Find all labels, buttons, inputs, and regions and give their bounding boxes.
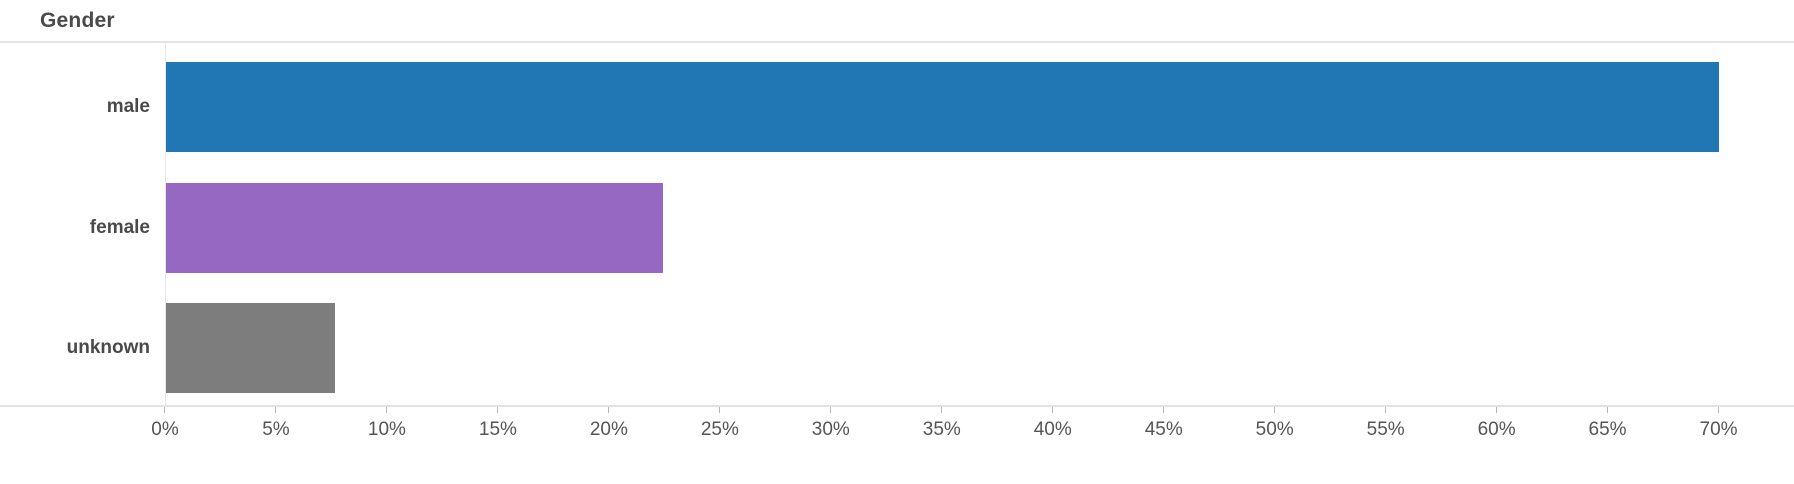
- x-axis-ticks: 0% 5% 10% 15% 20% 25% 30% 35% 40% 45% 50% 55% 60% 65%…: [151, 407, 1794, 484]
- category-label-female[interactable]: female: [89, 216, 150, 238]
- category-label-unknown[interactable]: unknown: [66, 337, 150, 359]
- category-label-male[interactable]: male: [106, 96, 150, 117]
- x-axis: 0% 5% 10% 15% 20% 25% 30% 35% 40% 45% 50% 55% 60% 65%…: [0, 405, 1794, 484]
- bar-row-unknown: unknown: [0, 284, 1794, 406]
- tick-label: 15%: [478, 419, 517, 440]
- tick-label: 30%: [811, 419, 850, 440]
- tick-label: 55%: [1366, 419, 1405, 440]
- tick-label: 65%: [1588, 419, 1627, 440]
- tick-label: 35%: [922, 419, 961, 440]
- bar-track-male: [165, 43, 1794, 164]
- tick-mark: [1717, 407, 1719, 413]
- bar-track-female: [165, 163, 1794, 285]
- bar-unknown[interactable]: [166, 303, 335, 394]
- tick-mark: [1384, 407, 1386, 413]
- tick-mark: [274, 407, 276, 413]
- bar-female[interactable]: [166, 182, 663, 273]
- tick-mark: [385, 407, 387, 413]
- plot-area: male female unknown: [0, 43, 1794, 406]
- tick-label: 20%: [589, 419, 628, 440]
- tick-label: 25%: [700, 419, 739, 440]
- tick-mark: [607, 407, 609, 413]
- tick-mark: [718, 407, 720, 413]
- tick-mark: [164, 407, 165, 413]
- tick-mark: [496, 407, 498, 413]
- bar-track-unknown: [165, 284, 1794, 406]
- tick-mark: [1495, 407, 1497, 413]
- tick-label: 45%: [1144, 419, 1183, 440]
- tick-label: 60%: [1477, 419, 1516, 440]
- tick-mark: [829, 407, 831, 413]
- tick-mark: [1273, 407, 1275, 413]
- tick-label: 70%: [1699, 419, 1738, 440]
- bar-male[interactable]: [166, 62, 1719, 152]
- chart-title: Gender: [40, 8, 115, 32]
- tick-mark: [1162, 407, 1164, 413]
- tick-label: 50%: [1255, 419, 1294, 440]
- bar-row-male: male: [0, 43, 1794, 164]
- chart-header: Gender: [0, 0, 1794, 43]
- tick-label: 10%: [367, 419, 406, 440]
- tick-label: 40%: [1033, 419, 1072, 440]
- tick-mark: [1051, 407, 1053, 413]
- tick-mark: [1606, 407, 1608, 413]
- tick-label: 0%: [151, 419, 179, 440]
- tick-label: 5%: [262, 419, 290, 440]
- tick-mark: [940, 407, 942, 413]
- bar-row-female: female: [0, 163, 1794, 285]
